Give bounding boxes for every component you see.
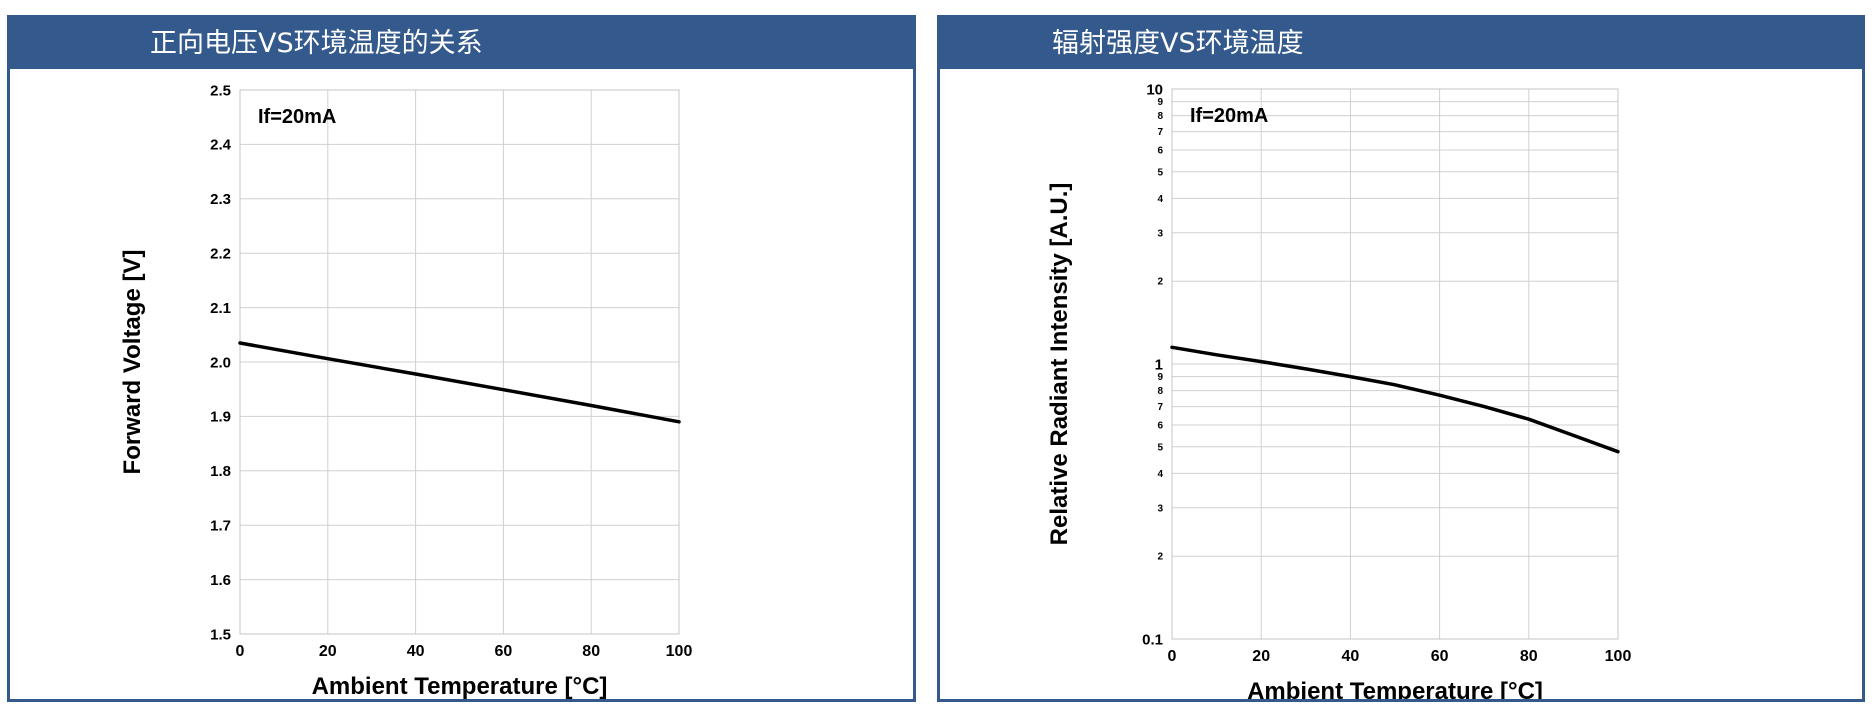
y-tick-label: 3 [1157, 228, 1163, 239]
x-tick-label: 0 [236, 643, 245, 660]
current-annotation: If=20mA [1190, 105, 1268, 127]
x-axis-title: Ambient Temperature [°C] [1247, 678, 1543, 699]
plot-frame [239, 89, 680, 635]
y-tick-label: 6 [1157, 421, 1163, 432]
y-tick-label: 0.1 [1142, 631, 1163, 648]
y-tick-label: 2 [1157, 277, 1163, 288]
y-tick-label: 2.5 [210, 82, 231, 99]
y-tick-label: 2.3 [210, 191, 231, 208]
chart-panel-forward-voltage: 正向电压VS环境温度的关系 0 20 40 60 80 100 1.5 1.6 1.7 1.8 1.… [7, 15, 916, 702]
x-tick-label: 100 [666, 643, 693, 660]
y-tick-label: 1.6 [210, 572, 231, 589]
y-axis-title: Relative Radiant Intensity [A.U.] [1046, 183, 1073, 546]
x-tick-label: 80 [582, 643, 600, 660]
y-tick-label: 6 [1157, 146, 1163, 157]
y-tick-label: 4 [1157, 469, 1163, 480]
current-annotation: If=20mA [258, 106, 336, 128]
y-tick-label: 1.7 [210, 517, 231, 534]
y-tick-label: 9 [1157, 97, 1163, 108]
y-tick-label: 4 [1157, 194, 1163, 205]
x-tick-label: 80 [1520, 648, 1538, 665]
y-tick-label: 2.4 [210, 137, 232, 154]
x-tick-label: 60 [495, 643, 513, 660]
y-tick-label: 5 [1157, 167, 1163, 178]
x-tick-label: 100 [1605, 648, 1632, 665]
y-tick-label: 1.8 [210, 463, 231, 480]
y-tick-label: 8 [1157, 386, 1163, 397]
data-line [238, 341, 681, 424]
y-tick-label: 7 [1157, 127, 1163, 138]
y-tick-label: 1 [1155, 356, 1163, 373]
y-tick-label: 9 [1157, 372, 1163, 383]
y-tick-label: 5 [1157, 442, 1163, 453]
y-tick-label: 7 [1157, 402, 1163, 413]
x-tick-label: 40 [407, 643, 425, 660]
y-tick-label: 8 [1157, 111, 1163, 122]
x-tick-label: 60 [1431, 648, 1449, 665]
y-tick-label: 2.0 [210, 354, 231, 371]
y-tick-label: 2.2 [210, 245, 231, 262]
x-tick-label: 40 [1342, 648, 1360, 665]
radiant-intensity-chart: 0 20 40 60 80 1000.12345678912345678910If=20m… [1046, 81, 1632, 699]
plot-frame [1171, 88, 1619, 640]
forward-voltage-chart: 0 20 40 60 80 100 1.5 1.6 1.7 1.8 1.9 2.0 2.1 2.2 2.3 2… [119, 82, 693, 699]
y-tick-label: 2.1 [210, 300, 231, 317]
x-axis-title: Ambient Temperature [°C] [312, 673, 608, 699]
x-tick-label: 20 [1252, 648, 1270, 665]
y-axis-title: Forward Voltage [V] [119, 250, 146, 475]
y-tick-label: 1.5 [210, 626, 231, 643]
data-line [1170, 345, 1620, 454]
y-tick-label: 1.9 [210, 409, 231, 426]
y-tick-label: 10 [1146, 81, 1163, 98]
y-tick-label: 2 [1157, 552, 1163, 563]
y-tick-label: 3 [1157, 503, 1163, 514]
x-tick-label: 0 [1168, 648, 1177, 665]
panel-header: 正向电压VS环境温度的关系 [10, 18, 913, 69]
panel-header: 辐射强度VS环境温度 [940, 18, 1862, 69]
x-tick-label: 20 [319, 643, 337, 660]
chart-panel-radiant-intensity: 辐射强度VS环境温度 0 20 40 60 80 100 0.1 2 3 4 5 6 7 8 9 1 2 3 4 5 6… [937, 15, 1865, 702]
